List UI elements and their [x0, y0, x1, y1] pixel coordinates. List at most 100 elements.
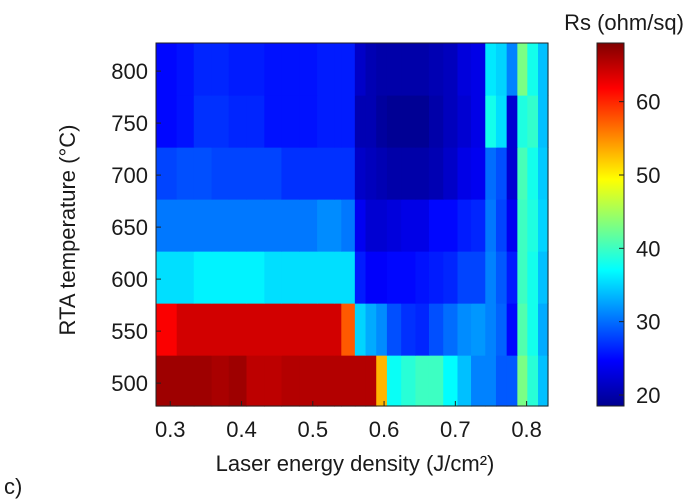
heatmap-cell — [517, 303, 528, 356]
x-tick-label: 0.6 — [369, 417, 400, 442]
heatmap-cell — [193, 43, 213, 96]
heatmap-cell — [495, 95, 508, 148]
heatmap-cell — [376, 199, 388, 252]
heatmap-cell — [176, 147, 195, 200]
heatmap-cell — [281, 251, 300, 304]
heatmap-cell — [281, 43, 300, 96]
heatmap-cell — [415, 43, 430, 96]
colorbar — [596, 42, 625, 407]
heatmap-cell — [156, 303, 178, 356]
heatmap-cell — [264, 251, 283, 304]
heatmap-cell — [527, 303, 539, 356]
heatmap-cell — [211, 95, 230, 148]
y-axis-label: RTA temperature (°C) — [55, 125, 80, 336]
heatmap-cell — [334, 147, 342, 200]
heatmap-cell — [517, 199, 528, 252]
heatmap-cell — [156, 199, 178, 252]
heatmap-cell — [317, 199, 335, 252]
heatmap-cell — [517, 95, 528, 148]
heatmap-cell — [471, 303, 486, 356]
heatmap-cell — [281, 199, 300, 252]
x-tick-label: 0.3 — [155, 417, 186, 442]
heatmap-cell — [376, 303, 388, 356]
x-axis-ticks: 0.3 0.4 0.5 0.6 0.7 0.8 — [155, 401, 542, 442]
heatmap-cell — [376, 355, 388, 407]
heatmap-cell — [365, 199, 377, 252]
heatmap-cell — [443, 147, 459, 200]
heatmap-cell — [317, 355, 335, 407]
heatmap-cell — [471, 251, 486, 304]
heatmap-cell — [264, 199, 283, 252]
heatmap-cell — [299, 147, 318, 200]
x-tick-label: 0.7 — [440, 417, 471, 442]
heatmap-cell — [401, 95, 417, 148]
heatmap-cell — [264, 303, 283, 356]
heatmap-cell — [428, 303, 444, 356]
heatmap-cell — [228, 95, 248, 148]
heatmap-cell — [176, 355, 195, 407]
heatmap-cell — [415, 199, 430, 252]
y-axis-ticks: 500 550 600 650 700 750 800 — [111, 59, 161, 396]
heatmap-cell — [281, 355, 300, 407]
y-tick-label: 500 — [111, 371, 148, 396]
heatmap-cell — [471, 95, 486, 148]
heatmap-cell — [376, 147, 388, 200]
heatmap-cell — [506, 95, 518, 148]
heatmap-cell — [334, 199, 342, 252]
y-tick-label: 550 — [111, 319, 148, 344]
heatmap-cell — [211, 43, 230, 96]
colorbar-ticks: 20 30 40 50 60 — [619, 90, 660, 408]
heatmap-cell — [386, 303, 402, 356]
heatmap-cell — [495, 303, 508, 356]
heatmap-cell — [485, 355, 497, 407]
heatmap-cell — [485, 251, 497, 304]
heatmap-cell — [193, 147, 213, 200]
heatmap-cell — [211, 251, 230, 304]
y-tick-label: 600 — [111, 267, 148, 292]
heatmap-cell — [495, 251, 508, 304]
heatmap-cell — [517, 355, 528, 407]
x-tick-label: 0.8 — [511, 417, 542, 442]
heatmap-cell — [443, 95, 459, 148]
heatmap-cells — [156, 43, 549, 407]
heatmap-cell — [246, 199, 265, 252]
heatmap-cell — [176, 251, 195, 304]
heatmap-cell — [299, 355, 318, 407]
heatmap-cell — [401, 355, 417, 407]
heatmap-cell — [538, 303, 549, 356]
heatmap-cell — [415, 147, 430, 200]
heatmap-cell — [228, 355, 248, 407]
heatmap-cell — [156, 95, 178, 148]
heatmap-cell — [246, 95, 265, 148]
heatmap-cell — [401, 251, 417, 304]
x-tick-label: 0.5 — [298, 417, 329, 442]
heatmap-cell — [341, 43, 356, 96]
heatmap-cell — [246, 303, 265, 356]
heatmap-cell — [228, 43, 248, 96]
heatmap-cell — [495, 43, 508, 96]
heatmap-cell — [281, 303, 300, 356]
heatmap-cell — [228, 147, 248, 200]
heatmap-cell — [443, 199, 459, 252]
heatmap-cell — [264, 43, 283, 96]
y-tick-label: 700 — [111, 163, 148, 188]
heatmap-cell — [443, 303, 459, 356]
heatmap-cell — [495, 199, 508, 252]
heatmap-cell — [386, 147, 402, 200]
heatmap-cell — [354, 303, 367, 356]
heatmap-cell — [527, 43, 539, 96]
heatmap-cell — [415, 355, 430, 407]
heatmap-cell — [211, 355, 230, 407]
heatmap-cell — [156, 147, 178, 200]
heatmap-cell — [386, 199, 402, 252]
colorbar-tick-label: 50 — [636, 163, 660, 188]
heatmap-cell — [341, 147, 356, 200]
heatmap-cell — [401, 147, 417, 200]
heatmap-cell — [485, 147, 497, 200]
y-tick-label: 800 — [111, 59, 148, 84]
heatmap-cell — [495, 147, 508, 200]
panel-label: c) — [4, 474, 23, 499]
heatmap-cell — [246, 43, 265, 96]
heatmap-cell — [527, 95, 539, 148]
heatmap-cell — [386, 43, 402, 96]
